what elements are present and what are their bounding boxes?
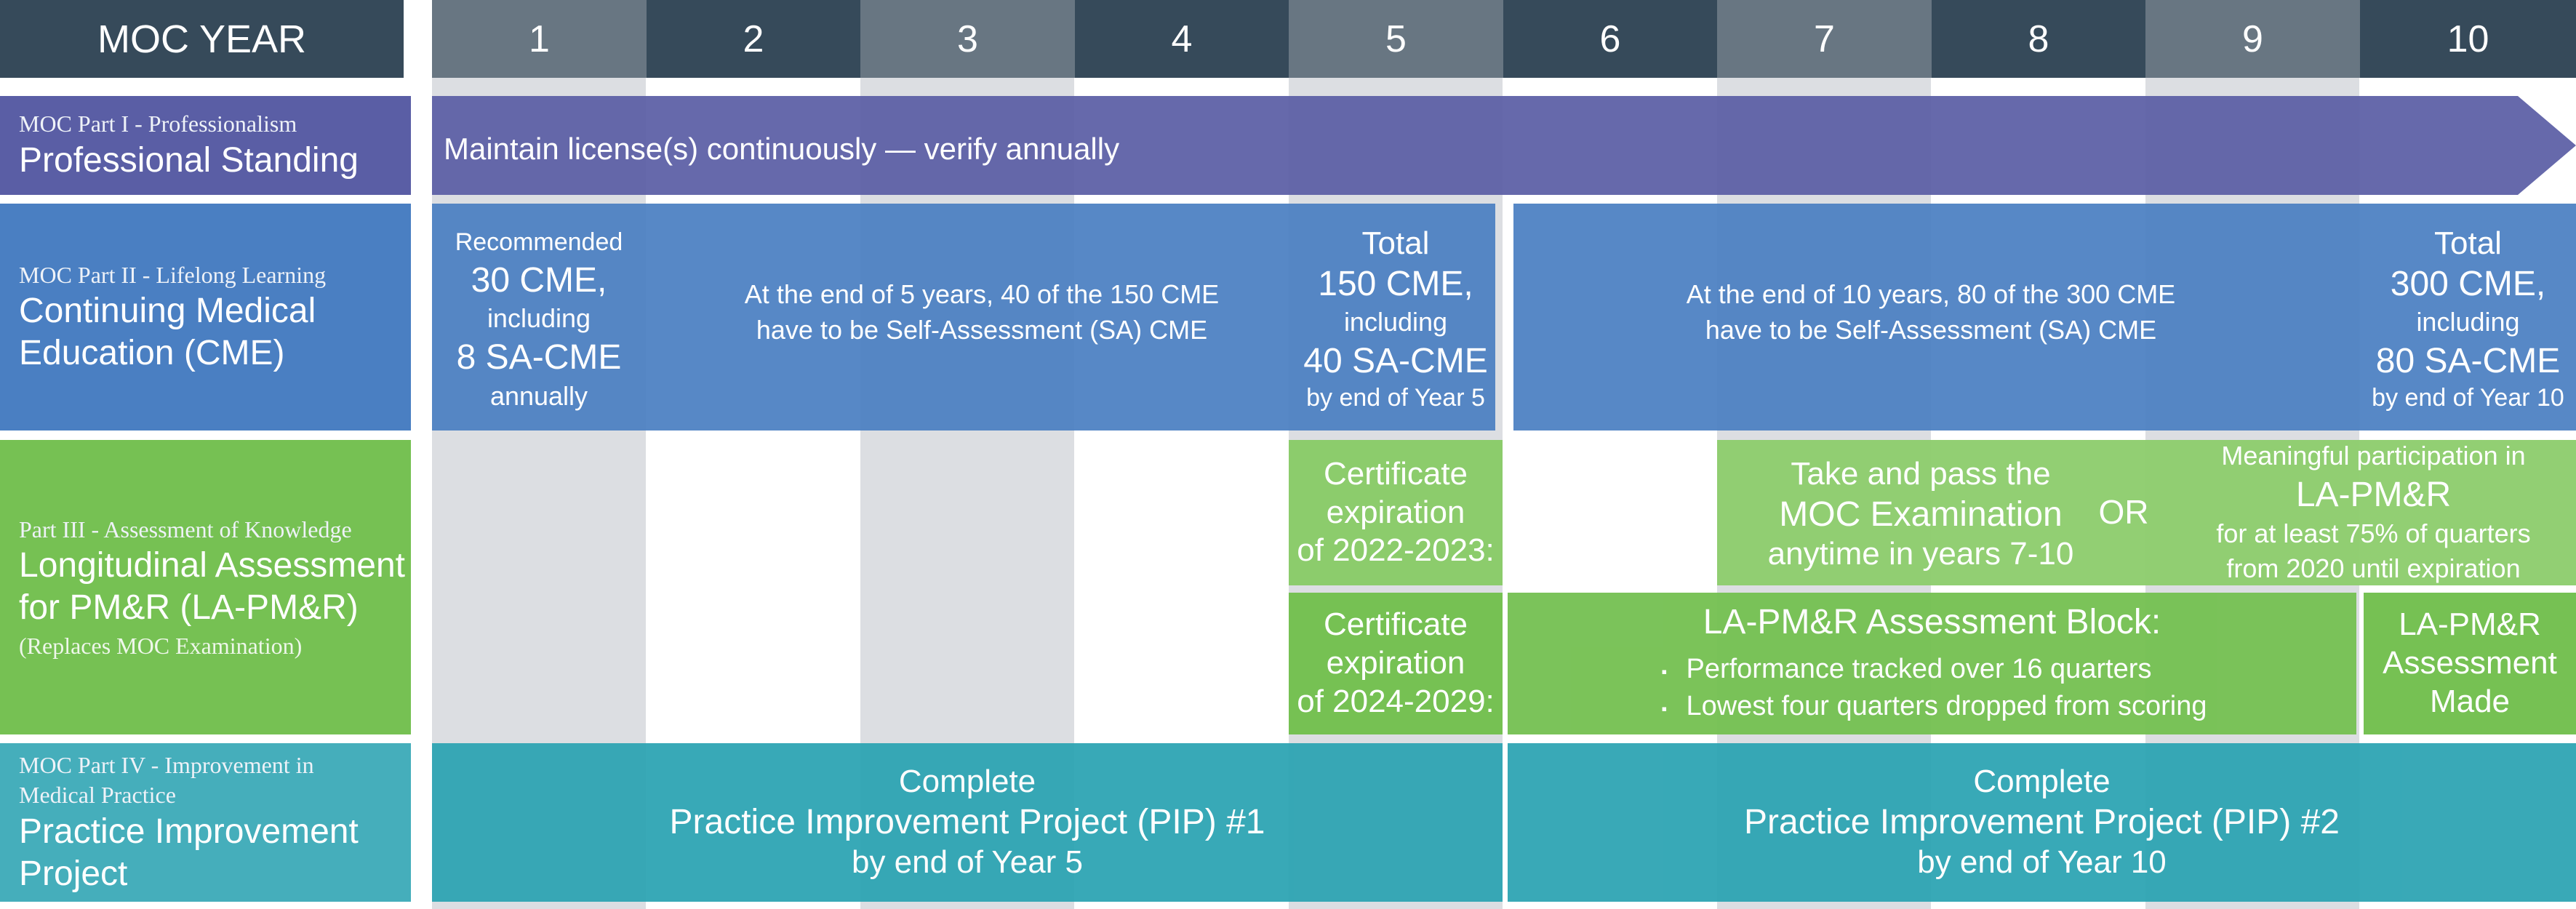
cme-year5-l1: Total	[1361, 225, 1430, 261]
cert-2022-l2: expiration	[1326, 494, 1465, 530]
la-pmr-participation-option: Meaningful participation in LA-PM&R for …	[2171, 440, 2576, 585]
part3-note: (Replaces MOC Examination)	[19, 633, 303, 660]
cert-2024-l2: expiration	[1326, 645, 1465, 681]
la-pmr-assessment-block: LA-PM&R Assessment Block: Performance tr…	[1508, 593, 2356, 734]
row-label-assessment: Part III - Assessment of Knowledge Longi…	[0, 440, 411, 734]
cme-year5-l5: by end of Year 5	[1306, 384, 1485, 412]
exam-l2: MOC Examination	[1779, 494, 2063, 534]
exam-l3: anytime in years 7-10	[1767, 536, 2074, 572]
pip1-l2: Practice Improvement Project (PIP) #1	[669, 803, 1265, 842]
part4-main-label-2: Project	[19, 854, 128, 893]
part3-main-label-1: Longitudinal Assessment	[19, 546, 405, 585]
year-header-8: 8	[1932, 0, 2145, 78]
cme-year5-l4: 40 SA-CME	[1303, 341, 1488, 380]
cme-ten-year-l1: At the end of 10 years, 80 of the 300 CM…	[1686, 279, 2176, 310]
part1-main-label: Professional Standing	[19, 141, 359, 180]
cme-five-year-l1: At the end of 5 years, 40 of the 150 CME	[744, 279, 1220, 310]
cme-year10-l3: including	[2416, 307, 2520, 337]
la-pmr-assessment-made: LA-PM&R Assessment Made	[2364, 593, 2576, 734]
cert-2024-l3: of 2024-2029:	[1297, 683, 1495, 719]
cme-year10-l5: by end of Year 10	[2372, 384, 2564, 412]
part4-main-label-1: Practice Improvement	[19, 812, 359, 851]
year-header-10: 10	[2360, 0, 2576, 78]
cme-ten-year-l2: have to be Self-Assessment (SA) CME	[1705, 315, 2157, 345]
year-header-3: 3	[860, 0, 1075, 78]
made-l3: Made	[2429, 683, 2511, 719]
pip2-l1: Complete	[1973, 764, 2111, 800]
cme-year5-l3: including	[1343, 307, 1448, 337]
pip-2-block: Complete Practice Improvement Project (P…	[1508, 743, 2576, 902]
part2-sub-label: MOC Part II - Lifelong Learning	[19, 261, 327, 288]
part3-sub-label: Part III - Assessment of Knowledge	[19, 516, 352, 542]
assessment-block-bullet-1: Performance tracked over 16 quarters	[1661, 651, 2207, 688]
cme-annual-l3: including	[487, 303, 591, 334]
cert-expiration-2024-2029: Certificate expiration of 2024-2029:	[1289, 593, 1503, 734]
cme-year10-l2: 300 CME,	[2390, 264, 2546, 303]
cme-year10-l4: 80 SA-CME	[2375, 341, 2561, 380]
cme-year5-l2: 150 CME,	[1318, 264, 1473, 303]
pip-1-block: Complete Practice Improvement Project (P…	[432, 743, 1503, 902]
cme-five-year-l2: have to be Self-Assessment (SA) CME	[756, 315, 1208, 345]
exam-option-block	[1717, 440, 2576, 585]
pip1-l3: by end of Year 5	[851, 844, 1084, 880]
pip2-l3: by end of Year 10	[1917, 844, 2167, 880]
cme-year10-l1: Total	[2434, 225, 2502, 261]
cme-year10-total: Total 300 CME, including 80 SA-CME by en…	[2360, 218, 2576, 422]
exam-l1: Take and pass the	[1791, 455, 2051, 492]
cert-expiration-2022-2023: Certificate expiration of 2022-2023:	[1289, 440, 1503, 585]
part2-main-label-1: Continuing Medical	[19, 292, 316, 331]
made-l2: Assessment	[2383, 645, 2557, 681]
participation-l4: from 2020 until expiration	[2226, 553, 2521, 584]
professional-standing-arrow	[432, 96, 2576, 195]
part4-sub-label-2: Medical Practice	[19, 782, 176, 809]
cert-2024-l1: Certificate	[1323, 606, 1468, 643]
moc-examination-option: Take and pass the MOC Examination anytim…	[1717, 447, 2124, 582]
assessment-block-bullets: Performance tracked over 16 quarters Low…	[1657, 651, 2207, 726]
pip1-l1: Complete	[898, 764, 1036, 800]
cme-annual-l5: annually	[489, 380, 588, 411]
row-label-cme: MOC Part II - Lifelong Learning Continui…	[0, 204, 411, 431]
assessment-block-bullet-2: Lowest four quarters dropped from scorin…	[1661, 688, 2207, 725]
cme-block-years-1-5	[432, 204, 1495, 431]
assessment-block-title: LA-PM&R Assessment Block:	[1703, 603, 2161, 642]
or-separator: OR	[2098, 493, 2149, 532]
cme-year5-total: Total 150 CME, including 40 SA-CME by en…	[1289, 218, 1503, 422]
professional-standing-text: Maintain license(s) continuously — verif…	[444, 132, 1120, 166]
made-l1: LA-PM&R	[2399, 606, 2541, 643]
row-label-practice-improvement: MOC Part IV - Improvement in Medical Pra…	[0, 743, 411, 902]
cme-annual-l1: Recommended	[455, 228, 623, 256]
cme-annual-l2: 30 CME,	[471, 260, 607, 300]
cert-2022-l1: Certificate	[1323, 455, 1468, 492]
part2-main-label-2: Education (CME)	[19, 333, 285, 372]
cme-ten-year-note: At the end of 10 years, 80 of the 300 CM…	[1600, 276, 2262, 349]
year-header-5: 5	[1289, 0, 1503, 78]
cme-annual-recommendation: Recommended 30 CME, including 8 SA-CME a…	[432, 218, 646, 422]
part4-sub-label-1: MOC Part IV - Improvement in	[19, 751, 314, 778]
participation-l1: Meaningful participation in	[2221, 441, 2526, 471]
cert-2022-l3: of 2022-2023:	[1297, 532, 1495, 569]
year-header-7: 7	[1717, 0, 1932, 78]
cme-annual-l4: 8 SA-CME	[456, 337, 622, 377]
part1-sub-label: MOC Part I - Professionalism	[19, 111, 297, 137]
cme-block-years-6-10	[1513, 204, 2576, 431]
moc-year-header: MOC YEAR	[0, 0, 404, 78]
year-header-9: 9	[2145, 0, 2360, 78]
year-header-1: 1	[432, 0, 647, 78]
participation-l3: for at least 75% of quarters	[2216, 518, 2531, 548]
year-header-6: 6	[1503, 0, 1717, 78]
year-header-4: 4	[1075, 0, 1289, 78]
row-label-professional-standing: MOC Part I - Professionalism Professiona…	[0, 96, 411, 195]
part3-main-label-2: for PM&R (LA-PM&R)	[19, 588, 359, 627]
participation-l2: LA-PM&R	[2295, 475, 2452, 514]
year-header-2: 2	[647, 0, 860, 78]
cme-five-year-note: At the end of 5 years, 40 of the 150 CME…	[655, 276, 1309, 349]
pip2-l2: Practice Improvement Project (PIP) #2	[1744, 803, 2340, 842]
